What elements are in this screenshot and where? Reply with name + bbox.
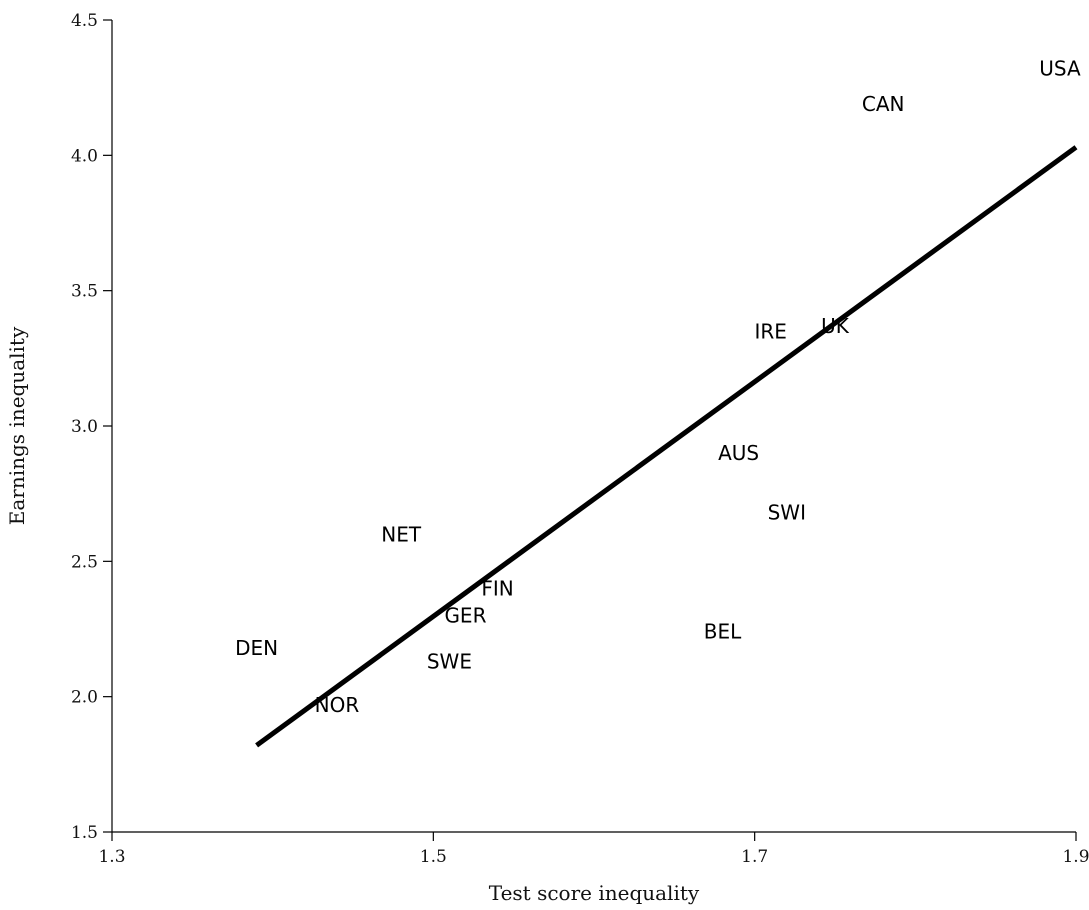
x-axis-title: Test score inequality bbox=[489, 881, 700, 905]
point-label-bel: BEL bbox=[704, 620, 742, 644]
y-tick-label: 2.5 bbox=[71, 552, 98, 572]
fit-line bbox=[257, 147, 1076, 745]
x-ticks: 1.3 1.5 1.7 1.9 bbox=[98, 832, 1089, 867]
y-axis-title: Earnings inequality bbox=[5, 326, 29, 525]
y-tick-label: 1.5 bbox=[71, 823, 98, 843]
x-tick-label: 1.3 bbox=[98, 847, 125, 867]
y-tick-label: 4.0 bbox=[71, 146, 98, 166]
x-tick-label: 1.7 bbox=[741, 847, 768, 867]
point-label-can: CAN bbox=[862, 92, 905, 116]
y-ticks: 1.5 2.0 2.5 3.0 3.5 4.0 4.5 bbox=[71, 11, 112, 843]
point-label-ger: GER bbox=[444, 603, 486, 627]
y-tick-label: 3.5 bbox=[71, 282, 98, 302]
point-label-uk: UK bbox=[821, 314, 850, 338]
x-tick-label: 1.9 bbox=[1062, 847, 1089, 867]
fit-line-group bbox=[257, 147, 1076, 745]
point-label-fin: FIN bbox=[481, 576, 513, 600]
axes bbox=[112, 20, 1076, 832]
x-tick-label: 1.5 bbox=[420, 847, 447, 867]
point-label-aus: AUS bbox=[718, 441, 759, 465]
y-tick-label: 2.0 bbox=[71, 688, 98, 708]
y-tick-label: 4.5 bbox=[71, 11, 98, 31]
point-label-swe: SWE bbox=[427, 649, 472, 673]
point-label-swi: SWI bbox=[768, 501, 806, 525]
point-label-den: DEN bbox=[235, 636, 278, 660]
point-label-net: NET bbox=[381, 522, 422, 546]
point-labels: USA CAN IRE UK AUS SWI NET FIN GER BEL DEN SWE NOR bbox=[235, 57, 1081, 717]
point-label-ire: IRE bbox=[755, 319, 787, 343]
point-label-nor: NOR bbox=[315, 693, 360, 717]
y-tick-label: 3.0 bbox=[71, 417, 98, 437]
point-label-usa: USA bbox=[1039, 57, 1081, 81]
